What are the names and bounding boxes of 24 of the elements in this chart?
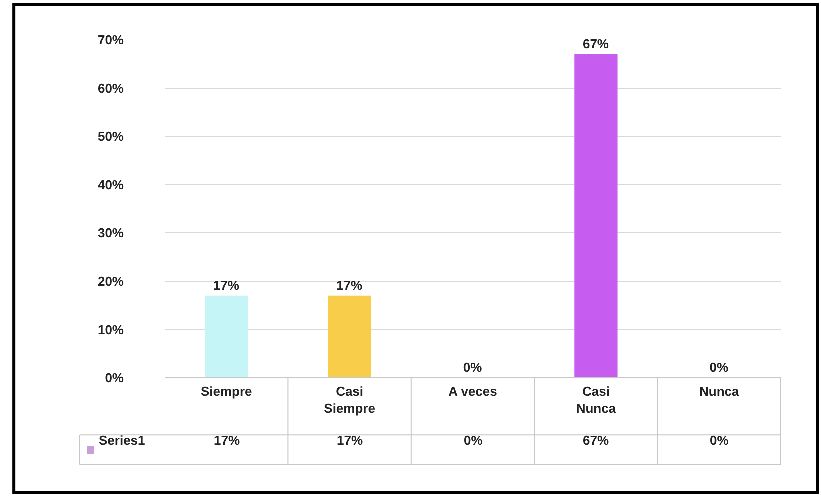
x-tick-label: Siempre [200,384,252,399]
data-label: 17% [337,433,364,448]
data-label: 67% [583,433,610,448]
data-label: 0% [710,433,730,448]
y-tick-label: 70% [98,32,124,48]
text: 17% [336,278,363,293]
y-tick-label: 40% [98,177,124,192]
x-tick-label: Nunca [700,384,740,399]
text: 67% [582,36,609,52]
x-tick-label: Casi Siempre [324,384,376,416]
text: 0% [463,360,482,375]
x-tick-label: Casi Nunca [576,384,617,416]
y-tick-label: 0% [105,370,124,386]
text: 0% [710,360,729,375]
y-tick-label: 50% [98,129,124,144]
y-tick-label: 60% [98,80,124,96]
data-label: 17% [214,433,240,448]
y-tick-label: 10% [98,322,124,338]
data-label: 0% [464,433,484,448]
text: 17% [213,278,240,293]
y-tick-label: 20% [98,274,124,289]
y-tick-label: 30% [98,226,124,241]
x-tick-label: A veces [448,384,498,399]
text: Series1 [99,433,146,448]
